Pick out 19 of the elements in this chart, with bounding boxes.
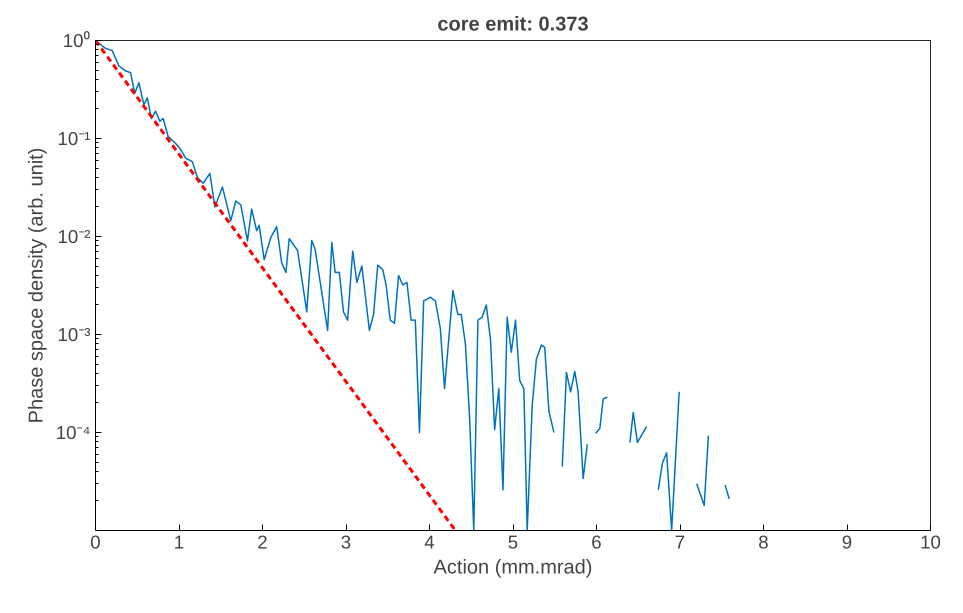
y-tick-label: 10⁻³: [58, 324, 91, 345]
x-tick-label: 5: [508, 532, 518, 552]
y-tick-label: 10⁻⁴: [56, 422, 91, 443]
x-tick-label: 6: [591, 532, 602, 552]
x-tick-label: 10: [920, 532, 941, 552]
x-tick-label: 1: [174, 532, 184, 552]
y-axis-title: Phase space density (arb. unit): [26, 148, 48, 424]
x-tick-label: 0: [90, 532, 101, 552]
x-axis-title: Action (mm.mrad): [434, 556, 592, 578]
x-tick-label: 3: [340, 532, 352, 552]
x-tick-label: 4: [424, 532, 435, 552]
x-tick-label: 7: [674, 532, 686, 552]
y-tick-label: 10⁻²: [58, 226, 91, 247]
chart-title: core emit: 0.373: [437, 14, 589, 36]
y-tick-label: 10⁰: [62, 30, 91, 51]
y-tick-label: 10⁻¹: [58, 128, 91, 149]
x-tick-label: 9: [842, 532, 852, 552]
x-tick-label: 8: [758, 532, 769, 552]
x-tick-label: 2: [257, 532, 268, 552]
